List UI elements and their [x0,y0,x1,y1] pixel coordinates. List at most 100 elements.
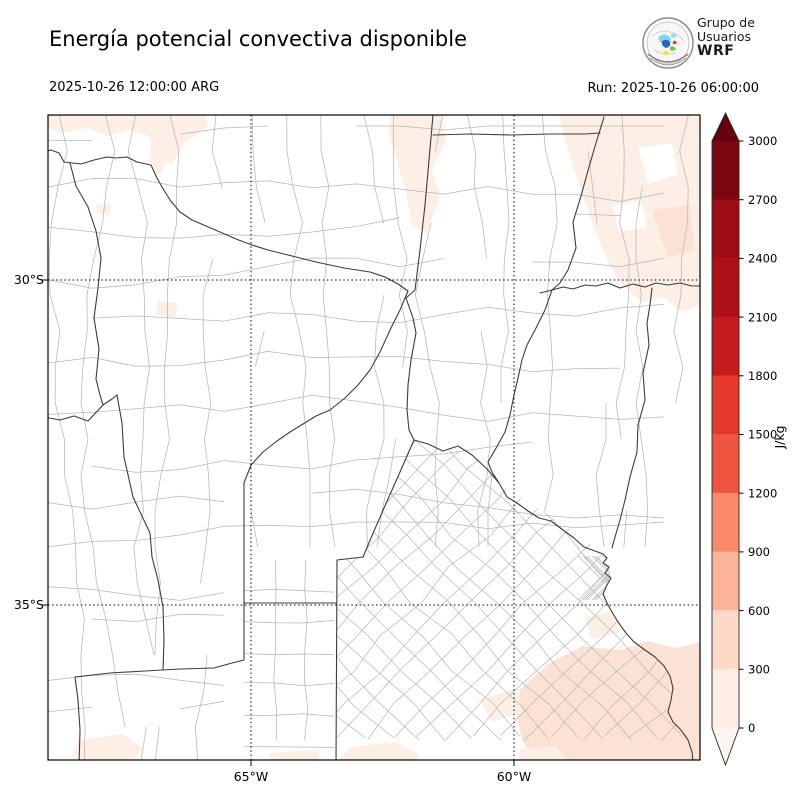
boundary-line [48,178,665,202]
boundary-line [48,706,93,713]
colorbar-segment-1500-1800 [712,375,739,435]
boundary-line [337,440,394,738]
wrf-users-group-logo: Grupo de Usuarios WRF [640,14,790,76]
valid-time-label: 2025-10-26 12:00:00 ARG [49,80,220,95]
boundary-line [620,555,666,601]
colorbar-segment-1200-1500 [712,434,739,494]
boundary-line [337,440,445,741]
boundary-line [243,713,335,717]
boundary-line [337,440,548,739]
colorbar-segment-2100-2400 [712,258,739,318]
latlon-gridlines [48,115,700,760]
boundary-line [243,588,335,593]
cape-shade-patch [340,742,420,760]
boundary-line [363,115,385,224]
boundary-line [531,257,665,268]
boundary-line [243,746,335,748]
page-title: Energía potencial convectiva disponible [49,27,468,51]
colorbar-segment-600-900 [712,551,739,611]
cape-shade-patch [585,612,618,640]
x-tick-65w: 65°W [234,769,269,784]
boundary-line [604,555,650,601]
boundary-line [467,115,487,260]
logo-line-2: Usuarios [697,29,752,44]
cape-shade-patch [480,688,522,722]
boundary-line [337,440,521,737]
colorbar-tick-label: 1500 [748,428,777,442]
boundary-line [48,586,225,601]
logo-line-3: WRF [697,43,735,59]
colorbar-tick-label: 0 [748,721,755,735]
boundary-line [349,440,658,739]
boundary-line [286,115,311,547]
boundary-line [179,125,269,135]
colorbar-segment-300-600 [712,610,739,670]
boundary-line [337,440,427,738]
y-tick-35s: 35°S [14,597,44,612]
boundary-line [337,440,512,740]
boundary-line [337,440,342,737]
colorbar-over-arrow [712,113,739,141]
cape-shade-patch [638,143,678,184]
boundary-line [337,440,537,736]
boundary-line [200,258,214,584]
boundary-line [604,555,650,601]
boundary-line [611,555,657,601]
globe-emblem-icon [642,17,694,69]
cape-shade-patch [388,115,446,232]
colorbar-segment-2400-2700 [712,199,739,259]
boundary-line [243,619,335,624]
boundary-line [337,440,367,739]
boundary-line [48,394,665,422]
boundary-line [179,701,225,710]
cape-shade-patch [516,641,700,760]
colorbar-tick-label: 2100 [748,310,777,324]
cape-shade-patch [150,115,175,175]
colorbar-units-label: J/kg [772,425,787,449]
boundary-line [611,555,657,601]
colorbar-tick-label: 900 [748,545,770,559]
boundary-line [304,559,309,741]
boundary-line [444,440,693,741]
boundary-line [604,440,693,736]
boundary-line [211,115,223,188]
boundary-line [320,115,336,548]
cape-shade-patch [156,300,178,318]
boundary-line [48,217,401,239]
boundary-line [48,521,665,548]
boundary-line [500,115,510,404]
boundary-line [622,555,668,601]
boundary-line [613,555,659,601]
boundary-line [382,440,683,736]
boundary-line [623,510,628,548]
colorbar-tick-label: 3000 [748,134,777,148]
boundary-line [551,440,693,737]
boundary-line [243,682,335,687]
boundary-line [366,294,385,548]
colorbar-segment-2700-3000 [712,140,739,200]
boundary-line [48,673,225,686]
colorbar-tick-label: 600 [748,604,770,618]
cape-shade-patch [72,734,142,760]
boundary-line [602,555,648,601]
run-time-label: Run: 2025-10-26 06:00:00 [587,81,759,96]
boundary-line [583,440,693,741]
boundary-line [434,115,444,152]
boundary-line [48,257,445,289]
boundary-line [250,510,259,548]
colorbar-segment-0-300 [712,669,739,729]
boundary-line [91,613,225,622]
boundary-line [673,115,689,404]
boundary-line [393,115,408,368]
boundary-line [251,115,266,224]
boundary-line [615,115,630,440]
axis-ticks [42,279,515,766]
boundary-line [311,488,665,519]
colorbar-tick-label: 300 [748,663,770,677]
boundary-line [154,115,180,656]
boundary-line [356,125,664,131]
boundary-line [140,726,147,760]
boundary-line [575,213,621,216]
boundary-line [337,440,501,741]
